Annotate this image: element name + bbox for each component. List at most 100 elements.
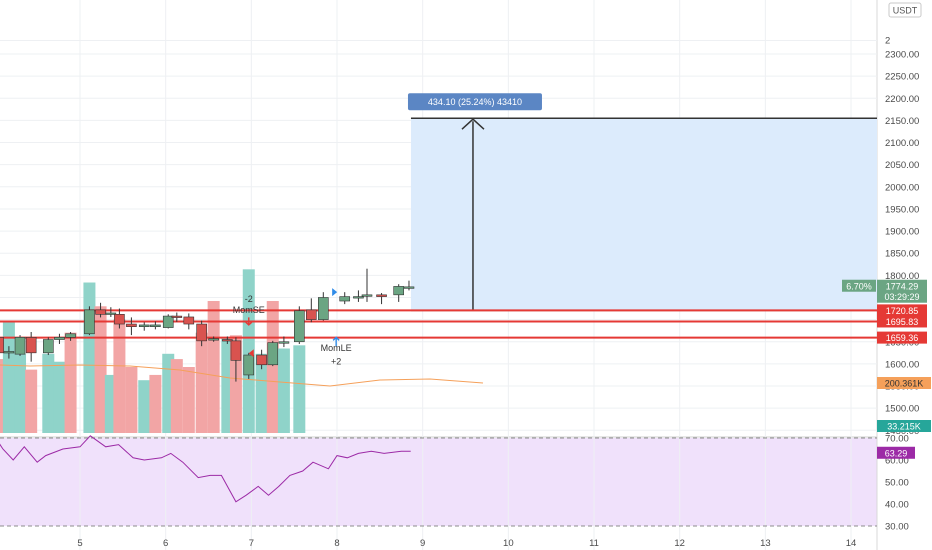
rsi-value-tag xyxy=(877,446,915,459)
x-tick-label: 10 xyxy=(503,538,514,549)
candle-body xyxy=(318,297,329,320)
y-tick-label: 1900.00 xyxy=(885,227,919,238)
support-resistance-lines[interactable] xyxy=(0,309,877,339)
long-position-tool[interactable]: 434.10 (25.24%) 43410 xyxy=(407,93,877,312)
candle-body xyxy=(243,354,255,376)
rsi-y-tick-label: 40.00 xyxy=(885,500,909,511)
candle-body xyxy=(0,337,4,354)
volume-bar xyxy=(2,322,15,433)
level-price-label: 1659.36 xyxy=(886,333,919,343)
bar-countdown-label: 03:29:29 xyxy=(884,292,919,302)
x-tick-label: 11 xyxy=(589,538,599,549)
currency-label: USDT xyxy=(893,6,918,16)
volume-bar xyxy=(25,369,38,433)
volume-bar xyxy=(0,359,5,433)
volume-bar xyxy=(293,345,306,433)
y-tick-label: 2150.00 xyxy=(885,116,919,127)
candle-body xyxy=(183,316,195,325)
level-price-label: 1720.85 xyxy=(886,306,919,316)
candlesticks xyxy=(0,268,415,382)
volume-tag-label: 33.215K xyxy=(887,422,921,432)
candle-body xyxy=(171,315,183,318)
rsi-y-tick-label: 50.00 xyxy=(885,478,909,489)
candle-body xyxy=(403,286,415,289)
volume-bar xyxy=(64,332,77,433)
candle-body xyxy=(95,309,106,315)
candle-body xyxy=(54,337,65,340)
candle-body xyxy=(361,294,373,297)
short-entry-arrow-icon xyxy=(245,317,253,326)
candle-body xyxy=(43,339,54,354)
volume-bar xyxy=(113,319,126,433)
candle-body xyxy=(25,337,37,354)
signal-name: MomLE xyxy=(321,343,352,353)
axes: 1450.001500.001550.001600.001650.001700.… xyxy=(77,36,931,549)
position-label: 434.10 (25.24%) 43410 xyxy=(428,97,522,107)
x-tick-label: 6 xyxy=(163,538,168,549)
y-tick-label: 2000.00 xyxy=(885,182,919,193)
y-tick-label: 2 xyxy=(885,36,890,47)
volume-bar xyxy=(195,332,208,433)
candle-body xyxy=(105,312,117,315)
volume-bar xyxy=(182,367,195,433)
volume-bar xyxy=(138,380,151,433)
signal-qty: +2 xyxy=(331,356,341,366)
candle-body xyxy=(306,309,317,320)
candle-body xyxy=(339,296,351,302)
signal-name: MomSE xyxy=(233,305,265,315)
candle-body xyxy=(393,286,404,296)
x-tick-label: 12 xyxy=(674,538,685,549)
x-tick-label: 5 xyxy=(77,538,82,549)
candle-body xyxy=(267,342,279,366)
last-price-tag xyxy=(877,279,927,303)
volume-tag xyxy=(877,377,931,389)
candle-body xyxy=(162,315,174,328)
volume-bar xyxy=(53,361,66,433)
candle-body xyxy=(138,324,150,328)
y-tick-label: 1850.00 xyxy=(885,249,919,260)
candle-body xyxy=(65,333,76,338)
candle-body xyxy=(126,323,137,328)
currency-badge[interactable]: USDT xyxy=(888,2,922,18)
candle-body xyxy=(114,314,125,325)
volume-bar xyxy=(83,282,96,433)
y-tick-label: 2050.00 xyxy=(885,160,919,171)
candle-body xyxy=(208,338,219,341)
price-change-tag xyxy=(842,279,876,292)
candle-body xyxy=(353,296,364,299)
volume-ma-line xyxy=(0,364,484,387)
volume-bar xyxy=(14,353,27,433)
position-profit-zone[interactable] xyxy=(410,118,877,311)
x-tick-label: 9 xyxy=(420,538,425,549)
candle-body xyxy=(150,324,161,328)
rsi-value-label: 63.29 xyxy=(885,448,908,458)
y-tick-label: 2100.00 xyxy=(885,138,919,149)
rsi-line xyxy=(0,435,411,503)
position-arrow-head xyxy=(461,118,485,130)
position-label-box[interactable] xyxy=(407,93,542,111)
x-tick-label: 13 xyxy=(760,538,771,549)
last-price-label: 1774.29 xyxy=(886,282,919,292)
volume-tag xyxy=(877,420,931,432)
candle-body xyxy=(230,340,242,361)
y-tick-label: 2200.00 xyxy=(885,94,919,105)
rsi-indicator xyxy=(0,435,877,527)
candle-body xyxy=(196,323,207,342)
x-tick-label: 7 xyxy=(249,538,254,549)
candle-body xyxy=(256,354,267,366)
volume-tag-label: 200.361K xyxy=(885,379,924,389)
volume-bar xyxy=(125,367,138,433)
x-tick-label: 8 xyxy=(334,538,339,549)
candle-body xyxy=(294,310,305,343)
candle-body xyxy=(3,351,15,354)
y-tick-label: 1950.00 xyxy=(885,204,919,215)
volume-bar xyxy=(149,374,162,433)
y-tick-label: 2300.00 xyxy=(885,49,919,60)
level-price-tag xyxy=(877,304,927,317)
y-tick-label: 1500.00 xyxy=(885,404,919,415)
signal-qty: -2 xyxy=(245,294,253,304)
rsi-y-tick-label: 70.00 xyxy=(885,434,909,445)
volume-bars xyxy=(0,269,484,433)
